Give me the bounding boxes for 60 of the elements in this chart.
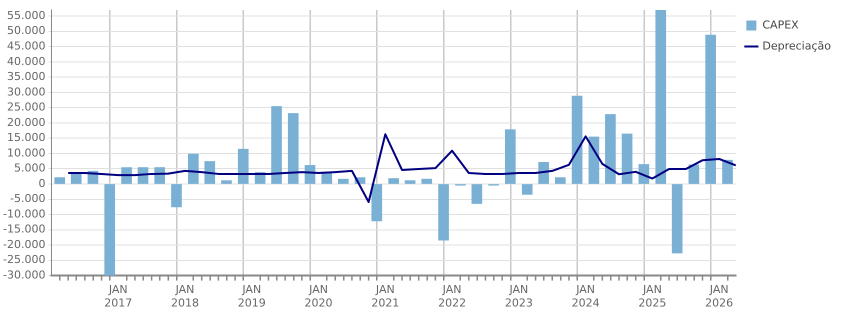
bar bbox=[622, 134, 632, 184]
y-tick-label: 0 bbox=[38, 176, 46, 190]
y-tick-label: -15.000 bbox=[2, 222, 46, 236]
bar bbox=[438, 184, 449, 241]
bar bbox=[204, 161, 216, 184]
x-tick-label: JAN 2017 bbox=[104, 283, 132, 310]
bar bbox=[371, 184, 382, 222]
x-tick-label: JAN 2025 bbox=[638, 283, 666, 310]
y-tick-label: -25.000 bbox=[2, 253, 46, 266]
bar bbox=[522, 184, 533, 195]
bar bbox=[404, 180, 416, 184]
y-tick-label: 50.000 bbox=[6, 24, 46, 38]
y-tick-label: 20.000 bbox=[6, 116, 46, 129]
y-tick-label: -5.000 bbox=[10, 192, 46, 206]
bar bbox=[672, 184, 683, 254]
y-tick-label: 45.000 bbox=[6, 39, 46, 52]
legend-label: Depreciação bbox=[762, 39, 832, 52]
x-tick-label: JAN 2021 bbox=[371, 283, 400, 310]
bar bbox=[688, 164, 700, 184]
bar bbox=[388, 178, 399, 184]
x-tick-label: JAN 2023 bbox=[504, 283, 533, 310]
y-tick-label: 5.000 bbox=[14, 162, 46, 175]
y-tick-label: 10.000 bbox=[6, 146, 46, 160]
bar bbox=[271, 106, 282, 184]
bar bbox=[238, 148, 249, 184]
y-tick-label: -10.000 bbox=[2, 207, 46, 220]
bar bbox=[472, 184, 482, 204]
x-tick-label: JAN 2019 bbox=[238, 283, 266, 310]
bar bbox=[655, 10, 666, 184]
y-tick-label: 35.000 bbox=[6, 70, 46, 84]
bar bbox=[221, 180, 232, 184]
y-tick-label: -20.000 bbox=[2, 238, 46, 251]
x-tick-label: JAN 2026 bbox=[705, 283, 734, 310]
bar bbox=[722, 160, 733, 184]
bar bbox=[588, 136, 600, 184]
bar bbox=[572, 96, 582, 184]
y-tick-label: 40.000 bbox=[6, 54, 46, 68]
x-tick-label: JAN 2022 bbox=[438, 283, 466, 310]
bar bbox=[171, 184, 182, 208]
x-tick-label: JAN 2024 bbox=[572, 283, 600, 310]
bar bbox=[104, 184, 116, 276]
bar bbox=[421, 178, 432, 184]
bar bbox=[188, 154, 199, 184]
y-tick-label: 55.000 bbox=[6, 8, 46, 22]
y-tick-label: -30.000 bbox=[2, 268, 46, 282]
y-tick-label: 15.000 bbox=[6, 131, 46, 144]
legend-label: CAPEX bbox=[762, 18, 800, 32]
y-tick-label: 25.000 bbox=[6, 100, 46, 114]
bar bbox=[338, 178, 349, 184]
bar bbox=[538, 162, 549, 184]
x-tick-label: JAN 2018 bbox=[171, 283, 199, 310]
bar bbox=[54, 177, 66, 184]
x-tick-label: JAN 2020 bbox=[304, 283, 333, 310]
y-tick-label: 30.000 bbox=[6, 85, 46, 98]
bar bbox=[605, 114, 616, 184]
bar bbox=[554, 177, 566, 184]
bar bbox=[705, 34, 716, 184]
bar bbox=[288, 113, 299, 184]
bar bbox=[70, 174, 82, 184]
bar bbox=[505, 129, 516, 184]
